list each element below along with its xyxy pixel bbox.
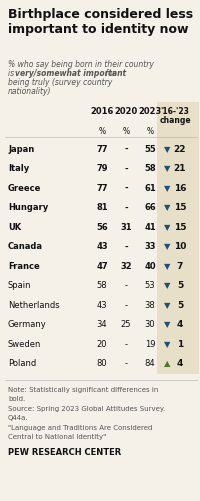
Text: 21: 21	[174, 164, 186, 173]
Text: 56: 56	[96, 222, 108, 231]
Text: 61: 61	[144, 184, 156, 192]
Text: 20: 20	[97, 339, 107, 348]
Text: -: -	[124, 184, 128, 192]
Text: 53: 53	[145, 281, 155, 290]
Text: 34: 34	[97, 320, 107, 329]
Text: '16-'23: '16-'23	[161, 107, 189, 116]
Text: 84: 84	[145, 359, 155, 368]
Text: 2020: 2020	[114, 107, 138, 116]
Text: Italy: Italy	[8, 164, 29, 173]
Text: 41: 41	[144, 222, 156, 231]
Text: Hungary: Hungary	[8, 203, 48, 212]
Text: 47: 47	[96, 262, 108, 271]
Text: 4: 4	[177, 320, 183, 329]
Text: for: for	[103, 69, 116, 78]
Text: bold.: bold.	[8, 396, 25, 402]
Text: 2016: 2016	[90, 107, 114, 116]
Text: -: -	[124, 359, 128, 368]
Text: % who say being born in their country: % who say being born in their country	[8, 60, 154, 69]
Text: 15: 15	[174, 222, 186, 231]
Text: ▼: ▼	[164, 262, 170, 271]
Text: Netherlands: Netherlands	[8, 301, 60, 310]
Text: Source: Spring 2023 Global Attitudes Survey.: Source: Spring 2023 Global Attitudes Sur…	[8, 405, 165, 411]
Text: 33: 33	[144, 242, 156, 251]
Text: %: %	[146, 127, 154, 136]
Text: 5: 5	[177, 301, 183, 310]
Text: ▼: ▼	[164, 203, 170, 212]
Text: PEW RESEARCH CENTER: PEW RESEARCH CENTER	[8, 447, 121, 456]
Text: ▼: ▼	[164, 301, 170, 310]
Text: Note: Statistically significant differences in: Note: Statistically significant differen…	[8, 386, 158, 392]
Text: 10: 10	[174, 242, 186, 251]
Text: Germany: Germany	[8, 320, 47, 329]
Text: ▼: ▼	[164, 281, 170, 290]
Text: ▼: ▼	[164, 145, 170, 154]
Text: Q44a.: Q44a.	[8, 415, 29, 421]
Text: 19: 19	[145, 339, 155, 348]
Text: ▼: ▼	[164, 184, 170, 192]
Text: 43: 43	[96, 242, 108, 251]
Text: -: -	[124, 281, 128, 290]
Text: -: -	[124, 164, 128, 173]
Text: UK: UK	[8, 222, 21, 231]
Text: 58: 58	[97, 281, 107, 290]
Text: 16: 16	[174, 184, 186, 192]
Text: 2023: 2023	[138, 107, 162, 116]
Text: 80: 80	[97, 359, 107, 368]
Text: 15: 15	[174, 203, 186, 212]
Text: -: -	[124, 145, 128, 154]
Text: very/somewhat important: very/somewhat important	[15, 69, 126, 78]
Text: ▼: ▼	[164, 164, 170, 173]
Text: -: -	[124, 203, 128, 212]
Text: 55: 55	[144, 145, 156, 154]
Text: Sweden: Sweden	[8, 339, 41, 348]
Text: -: -	[124, 242, 128, 251]
Text: ▼: ▼	[164, 242, 170, 251]
Text: -: -	[124, 339, 128, 348]
Text: Greece: Greece	[8, 184, 41, 192]
Text: ▼: ▼	[164, 320, 170, 329]
Text: 32: 32	[120, 262, 132, 271]
Text: 66: 66	[144, 203, 156, 212]
Text: 77: 77	[96, 145, 108, 154]
Text: %: %	[122, 127, 130, 136]
Text: 79: 79	[96, 164, 108, 173]
Text: -: -	[124, 301, 128, 310]
Text: 40: 40	[144, 262, 156, 271]
Text: France: France	[8, 262, 40, 271]
Text: 38: 38	[145, 301, 155, 310]
Text: 1: 1	[177, 339, 183, 348]
Text: %: %	[98, 127, 106, 136]
Text: 77: 77	[96, 184, 108, 192]
Text: 25: 25	[121, 320, 131, 329]
Text: Spain: Spain	[8, 281, 32, 290]
Text: 30: 30	[145, 320, 155, 329]
Text: ▼: ▼	[164, 222, 170, 231]
Text: 22: 22	[174, 145, 186, 154]
Text: 58: 58	[144, 164, 156, 173]
Text: 43: 43	[97, 301, 107, 310]
Text: is: is	[8, 69, 16, 78]
Text: Japan: Japan	[8, 145, 34, 154]
Text: 81: 81	[96, 203, 108, 212]
Text: Birthplace considered less
important to identity now: Birthplace considered less important to …	[8, 8, 193, 37]
Text: 7: 7	[177, 262, 183, 271]
Text: change: change	[159, 116, 191, 125]
Text: nationality): nationality)	[8, 87, 52, 96]
Text: "Language and Traditions Are Considered: "Language and Traditions Are Considered	[8, 424, 152, 430]
Text: ▲: ▲	[164, 359, 170, 368]
Text: 4: 4	[177, 359, 183, 368]
Bar	[157, 103, 199, 374]
Text: 5: 5	[177, 281, 183, 290]
Text: 31: 31	[120, 222, 132, 231]
Text: ▼: ▼	[164, 339, 170, 348]
Text: being truly (survey country: being truly (survey country	[8, 78, 112, 87]
Text: Central to National Identity": Central to National Identity"	[8, 434, 106, 439]
Text: Canada: Canada	[8, 242, 43, 251]
Text: Poland: Poland	[8, 359, 36, 368]
